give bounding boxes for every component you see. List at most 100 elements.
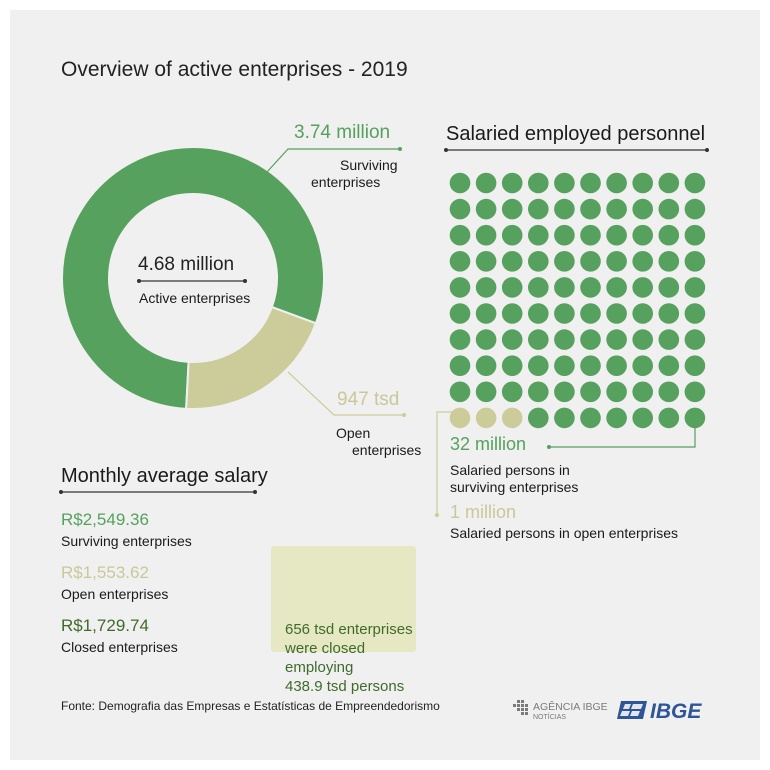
waffle-dot-surviving	[554, 407, 575, 429]
open-connector	[287, 371, 404, 416]
waffle-dot-surviving	[684, 172, 706, 194]
donut-center-label: Active enterprises	[139, 290, 251, 306]
waffle-dot-surviving	[632, 198, 653, 220]
waffle-dot-surviving	[501, 277, 523, 298]
note-line-2: were closed	[285, 640, 366, 657]
waffle-dot-surviving	[475, 303, 497, 324]
waffle-dot-surviving	[475, 355, 497, 377]
waffle-dot-surviving	[475, 224, 497, 246]
waffle-dot-surviving	[684, 277, 706, 298]
personnel-open-label: Salaried persons in open enterprises	[450, 525, 679, 541]
salary-label-closed: Closed enterprises	[61, 639, 178, 655]
donut-chart	[61, 146, 325, 410]
waffle-dot-surviving	[475, 250, 497, 272]
waffle-dot-surviving	[606, 329, 627, 350]
waffle-dot-surviving	[449, 329, 471, 350]
salary-heading: Monthly average salary	[61, 465, 268, 487]
waffle-dot-surviving	[606, 303, 627, 324]
waffle-dot-surviving	[632, 381, 653, 403]
waffle-dot-surviving	[658, 329, 680, 350]
waffle-dot-surviving	[580, 224, 601, 246]
waffle-dot-surviving	[580, 381, 601, 403]
waffle-dot-surviving	[501, 355, 523, 377]
agencia-mark-icon	[513, 700, 528, 715]
waffle-dot-surviving	[632, 303, 653, 324]
waffle-dot-surviving	[580, 277, 601, 298]
waffle-dot-surviving	[606, 172, 627, 194]
salary-value-open: R$1,553.62	[61, 563, 149, 582]
waffle-dot-surviving	[528, 224, 549, 246]
waffle-dot-surviving	[632, 277, 653, 298]
note-line-1: 656 tsd enterprises	[285, 621, 413, 638]
waffle-dot-surviving	[684, 198, 706, 220]
waffle-dot-surviving	[606, 198, 627, 220]
salary-label-open: Open enterprises	[61, 586, 169, 602]
waffle-dot-surviving	[501, 329, 523, 350]
open-value: 947 tsd	[337, 389, 400, 410]
waffle-dot-surviving	[606, 355, 627, 377]
waffle-dot-surviving	[528, 250, 549, 272]
donut-center-value: 4.68 million	[138, 254, 235, 275]
waffle-dot-surviving	[580, 407, 601, 429]
waffle-dot-surviving	[554, 303, 575, 324]
waffle-dot-surviving	[606, 277, 627, 298]
waffle-dot-surviving	[658, 381, 680, 403]
surviving-label-2: enterprises	[311, 174, 381, 190]
waffle-dot-surviving	[475, 172, 497, 194]
salary-value-closed: R$1,729.74	[61, 616, 149, 635]
personnel-surviving-label-2: surviving enterprises	[450, 479, 579, 495]
waffle-dot-surviving	[658, 198, 680, 220]
surviving-label-1: Surviving	[340, 157, 398, 173]
surviving-connector-dot	[398, 147, 402, 151]
waffle-dot-surviving	[528, 172, 549, 194]
waffle-dot-surviving	[554, 224, 575, 246]
personnel-open-value: 1 million	[450, 502, 517, 522]
waffle-dot-surviving	[632, 355, 653, 377]
waffle-dot-surviving	[475, 329, 497, 350]
waffle-dot-surviving	[501, 172, 523, 194]
waffle-dot-surviving	[580, 250, 601, 272]
waffle-dot-surviving	[684, 355, 706, 377]
waffle-dot-surviving	[501, 303, 523, 324]
waffle-dot-surviving	[632, 172, 653, 194]
source-note: Fonte: Demografia das Empresas e Estatís…	[61, 699, 440, 713]
waffle-dot-surviving	[501, 224, 523, 246]
waffle-dot-surviving	[658, 303, 680, 324]
waffle-dot-surviving	[580, 355, 601, 377]
waffle-dot-surviving	[528, 381, 549, 403]
waffle-dot-surviving	[475, 381, 497, 403]
open-label-2: enterprises	[352, 442, 422, 458]
waffle-dot-surviving	[449, 277, 471, 298]
waffle-dot-surviving	[449, 303, 471, 324]
waffle-dot-surviving	[449, 381, 471, 403]
waffle-dot-surviving	[632, 224, 653, 246]
ibge-logo-text: IBGE	[650, 700, 702, 721]
waffle-chart	[449, 172, 706, 429]
waffle-dot-surviving	[554, 381, 575, 403]
waffle-dot-open	[475, 407, 497, 429]
agencia-logo-text: AGÊNCIA IBGE	[533, 700, 608, 713]
waffle-dot-surviving	[684, 407, 706, 429]
waffle-dot-surviving	[475, 277, 497, 298]
salary-value-surviving: R$2,549.36	[61, 510, 149, 529]
waffle-dot-surviving	[528, 198, 549, 220]
agencia-ibge-logo: AGÊNCIA IBGE NOTÍCIAS	[513, 700, 608, 721]
center-rule-dot	[243, 279, 247, 283]
waffle-dot-surviving	[606, 407, 627, 429]
waffle-dot-surviving	[475, 198, 497, 220]
personnel-surviving-value: 32 million	[450, 434, 527, 454]
personnel-surviving-label-1: Salaried persons in	[450, 462, 570, 478]
waffle-dot-surviving	[606, 250, 627, 272]
waffle-dot-surviving	[632, 329, 653, 350]
waffle-dot-surviving	[580, 303, 601, 324]
waffle-dot-surviving	[528, 355, 549, 377]
page-title: Overview of active enterprises - 2019	[61, 58, 408, 81]
personnel-open-connector	[436, 411, 456, 515]
note-line-4: 438.9 tsd persons	[285, 678, 405, 695]
waffle-dot-surviving	[501, 250, 523, 272]
waffle-dot-surviving	[528, 329, 549, 350]
waffle-dot-surviving	[501, 381, 523, 403]
waffle-dot-open	[449, 407, 471, 429]
waffle-dot-surviving	[658, 355, 680, 377]
